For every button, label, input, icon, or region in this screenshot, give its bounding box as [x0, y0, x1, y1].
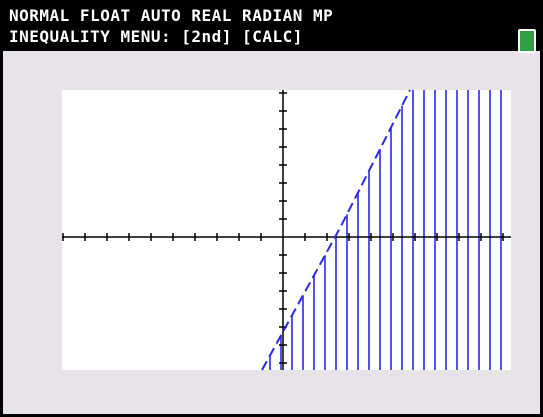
graph — [3, 3, 540, 414]
calculator-screen: NORMAL FLOAT AUTO REAL RADIAN MP INEQUAL… — [0, 0, 543, 417]
graph-area — [62, 90, 511, 370]
